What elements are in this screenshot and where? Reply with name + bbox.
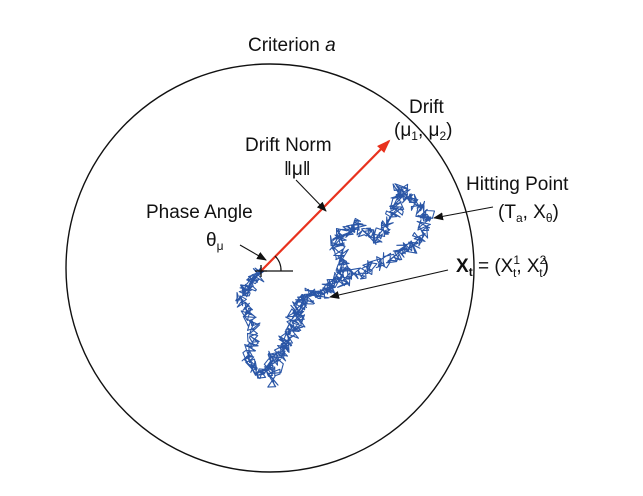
drift-norm-label: Drift Norm (245, 135, 332, 156)
drift-vector-label: (μ1, μ2) (394, 120, 453, 143)
xt-label: Xt = (X1 t, X2 t) (456, 253, 549, 280)
hitting-point-label: Hitting Point (466, 174, 569, 195)
theta-label: θμ (206, 230, 224, 253)
phase-angle-label: Phase Angle (146, 202, 253, 223)
hitting-point-coords: (Ta, Xθ) (498, 202, 559, 225)
brownian-path (235, 183, 436, 388)
theta-pointer (239, 244, 267, 261)
drift-norm-symbol: ‖μ‖ (284, 159, 311, 180)
drift-norm-pointer (295, 179, 327, 212)
phase-angle-arc (274, 255, 282, 272)
drift-label: Drift (409, 97, 445, 118)
hitting-point-pointer (433, 206, 494, 221)
criterion-label: Criterion a (248, 35, 336, 56)
drift-arrow (260, 139, 391, 272)
xt-pointer (329, 269, 449, 299)
criterion-circle (65, 63, 475, 473)
